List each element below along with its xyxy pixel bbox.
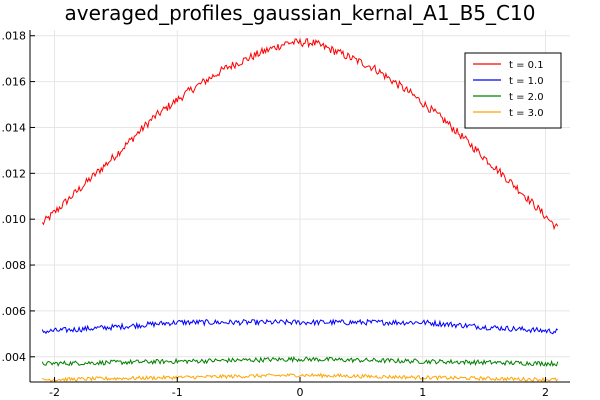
series-line-3 [41, 355, 559, 367]
y-tick-label: .012 [2, 167, 27, 180]
grid-lines [30, 30, 570, 382]
series-line-1 [41, 37, 559, 231]
legend-box [464, 52, 562, 129]
series-line-2 [41, 318, 559, 335]
axes: -2 -1 0 1 2 .004 .006 .008 .010 .012 .014 .016 .018 [2, 30, 570, 399]
series-lines [41, 37, 559, 383]
y-tick-label: .018 [2, 30, 27, 43]
legend-label: t = 0.1 [509, 60, 544, 71]
legend-label: t = 1.0 [509, 76, 544, 87]
x-tick-label: -2 [49, 386, 60, 399]
x-tick-label: 0 [297, 386, 304, 399]
y-tick-label: .016 [2, 76, 27, 89]
series-line-4 [42, 372, 559, 383]
legend-label: t = 3.0 [509, 108, 544, 119]
y-tick-label: .014 [2, 121, 27, 134]
legend: t = 0.1 t = 1.0 t = 2.0 t = 3.0 [464, 52, 562, 129]
y-tick-label: .006 [2, 305, 27, 318]
chart-title: averaged_profiles_gaussian_kernal_A1_B5_… [65, 1, 536, 25]
x-tick-label: 2 [542, 386, 549, 399]
y-tick-label: .010 [2, 213, 27, 226]
x-tick-label: 1 [419, 386, 426, 399]
y-tick-label: .008 [2, 259, 27, 272]
legend-label: t = 2.0 [509, 92, 544, 103]
y-tick-label: .004 [2, 351, 27, 364]
x-tick-label: -1 [172, 386, 183, 399]
